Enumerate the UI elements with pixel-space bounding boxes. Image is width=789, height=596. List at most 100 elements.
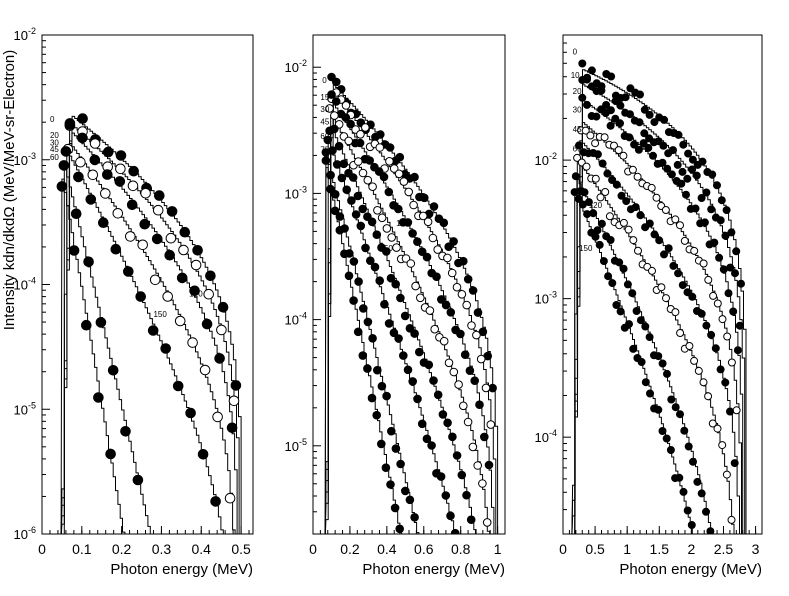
data-point-150 <box>363 364 372 373</box>
data-point-150 <box>625 320 633 329</box>
data-point-0 <box>395 152 405 162</box>
data-point-45 <box>344 136 354 146</box>
data-point-150 <box>326 184 335 194</box>
data-point-30 <box>408 229 417 238</box>
data-point-20 <box>611 114 620 123</box>
angle-label-30: 30 <box>50 139 59 148</box>
x-tick-label: 0.5 <box>231 541 251 557</box>
data-point-10 <box>611 97 620 105</box>
data-point-60 <box>60 146 72 157</box>
data-point-45 <box>678 281 687 290</box>
data-point-150 <box>591 232 600 241</box>
data-point-45 <box>174 315 186 327</box>
data-point-45 <box>199 364 211 376</box>
data-point-15 <box>476 354 486 364</box>
data-point-0 <box>192 245 203 256</box>
data-point-15 <box>389 164 399 173</box>
data-point-45 <box>721 378 730 387</box>
y-tick-label: 10-5 <box>14 400 36 417</box>
y-tick-label: 10-3 <box>535 290 557 307</box>
data-point-75 <box>441 491 451 500</box>
data-point-0 <box>727 228 736 237</box>
data-point-30 <box>176 272 188 284</box>
data-point-20 <box>178 244 189 256</box>
data-point-15 <box>462 300 472 310</box>
data-point-45 <box>430 324 440 334</box>
data-point-10 <box>731 269 739 278</box>
data-point-45 <box>468 442 478 452</box>
data-point-45 <box>411 281 420 291</box>
data-point-30 <box>732 406 741 415</box>
data-point-45 <box>224 492 236 504</box>
data-point-60 <box>85 194 97 205</box>
x-axis-label: Photon energy (MeV) <box>619 561 762 578</box>
data-point-30 <box>384 187 394 197</box>
data-point-60 <box>466 515 476 525</box>
data-point-60 <box>98 217 109 228</box>
data-point-0 <box>410 172 419 182</box>
data-point-45 <box>149 274 161 286</box>
data-point-45 <box>636 211 645 220</box>
data-point-45 <box>669 261 678 270</box>
data-point-0 <box>468 286 478 295</box>
angle-label-150: 150 <box>579 244 593 253</box>
data-point-15 <box>341 101 351 110</box>
data-point-60 <box>452 451 462 460</box>
angle-label-30: 30 <box>320 105 329 114</box>
data-point-60 <box>671 308 680 317</box>
data-point-75 <box>394 334 403 343</box>
data-point-60 <box>591 174 600 183</box>
y-tick-label: 10-4 <box>535 428 557 445</box>
data-point-120 <box>120 426 131 437</box>
x-tick-label: 1.5 <box>650 541 670 557</box>
data-point-45 <box>631 203 640 212</box>
data-point-60 <box>135 291 146 302</box>
data-point-0 <box>376 130 385 139</box>
data-point-150 <box>608 279 617 288</box>
data-point-30 <box>432 272 441 282</box>
data-point-45 <box>478 479 487 488</box>
data-point-45 <box>354 157 363 166</box>
data-point-15 <box>375 143 385 152</box>
data-point-60 <box>448 432 457 442</box>
data-point-75 <box>446 511 455 521</box>
model-curve-60 <box>574 159 735 534</box>
data-point-30 <box>379 172 389 182</box>
data-point-150 <box>349 296 358 305</box>
data-point-150 <box>390 503 400 513</box>
data-point-60 <box>704 392 713 401</box>
data-point-15 <box>452 282 462 292</box>
data-point-10 <box>702 188 711 197</box>
data-point-15 <box>399 177 409 186</box>
angle-label-45: 45 <box>50 145 59 154</box>
data-point-10 <box>659 141 668 150</box>
data-point-30 <box>591 139 600 148</box>
x-tick-label: 0.3 <box>152 541 172 557</box>
data-point-120 <box>349 257 359 266</box>
data-point-20 <box>644 143 653 152</box>
data-point-30 <box>718 315 727 324</box>
x-tick-label: 0.5 <box>585 541 605 557</box>
data-point-30 <box>480 432 489 442</box>
data-point-45 <box>674 269 683 278</box>
data-point-30 <box>102 169 113 180</box>
data-point-30 <box>417 247 427 256</box>
data-point-75 <box>337 173 347 183</box>
data-point-30 <box>704 275 713 284</box>
data-point-75 <box>347 196 356 205</box>
data-point-15 <box>409 200 418 210</box>
data-point-120 <box>326 170 335 180</box>
data-point-20 <box>700 218 709 227</box>
data-point-45 <box>125 231 136 242</box>
data-point-60 <box>160 343 171 354</box>
data-point-30 <box>484 460 494 470</box>
data-point-150 <box>335 225 345 235</box>
data-point-10 <box>587 82 596 91</box>
data-point-150 <box>637 358 646 366</box>
data-point-75 <box>422 434 432 444</box>
data-point-30 <box>64 119 76 130</box>
data-point-20 <box>639 139 648 148</box>
data-point-20 <box>216 324 227 336</box>
data-point-60 <box>605 212 614 221</box>
data-point-30 <box>89 154 101 166</box>
